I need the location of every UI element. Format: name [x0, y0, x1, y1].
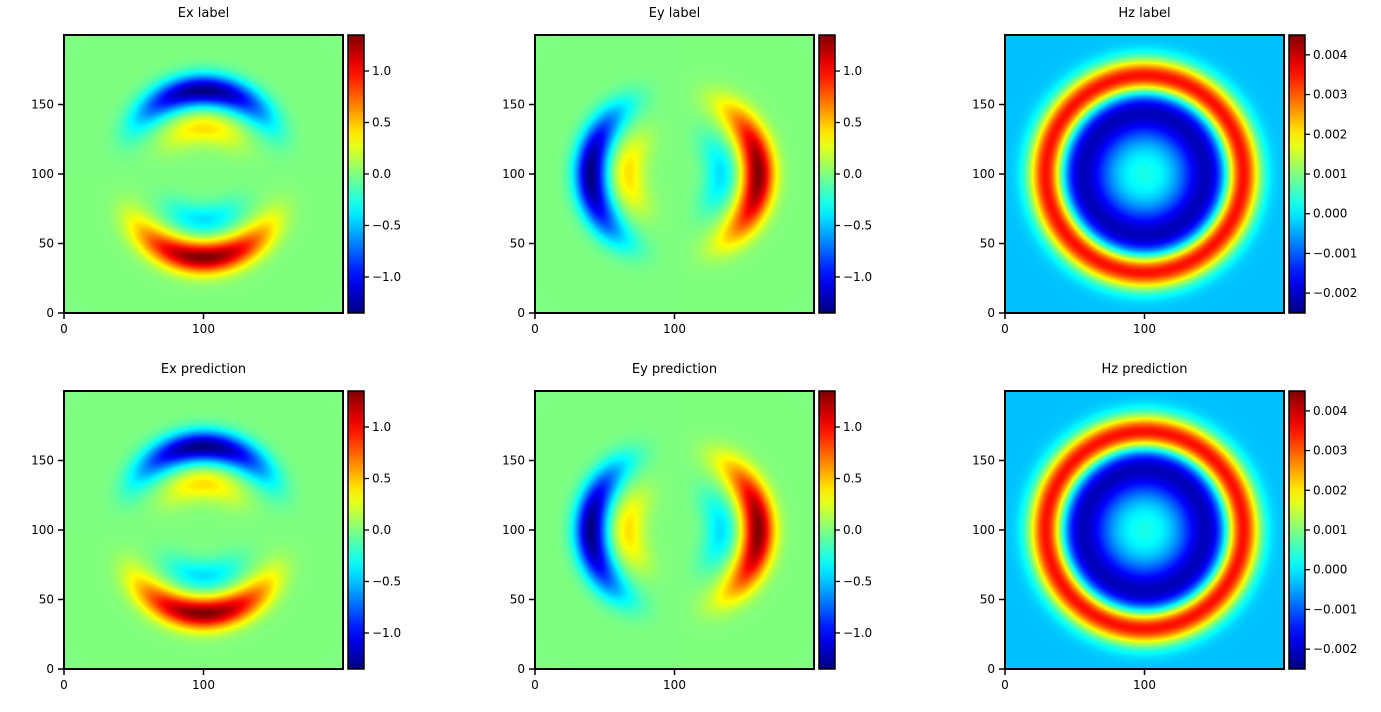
subplot-title: Hz label: [1118, 6, 1170, 21]
y-tick-label: 100: [502, 167, 525, 181]
y-tick-label: 0: [517, 662, 525, 676]
x-tick-label: 100: [1133, 322, 1156, 336]
subplot-ey-label: Ey label 0 100 0 50 100 150 1.0 0.5 0.0 −0.5 −1.0: [502, 6, 872, 336]
y-tick-label: 50: [980, 593, 995, 607]
colorbar-tick-label: 0.0: [843, 167, 862, 181]
colorbar-tick-label: 0.5: [372, 116, 391, 130]
colorbar-tick-label: 0.0: [372, 167, 391, 181]
colorbar-tick-label: −0.001: [1313, 246, 1357, 260]
colorbar-tick-label: −1.0: [843, 270, 872, 284]
colorbar-tick-label: 0.004: [1313, 48, 1347, 62]
colorbar-tick-label: 0.002: [1313, 483, 1347, 497]
heatmap-image: [1005, 35, 1284, 313]
y-tick-label: 0: [987, 662, 995, 676]
colorbar-tick-label: −0.5: [372, 574, 401, 588]
colorbar-tick-label: −0.5: [843, 574, 872, 588]
subplot-title: Ex prediction: [161, 362, 246, 377]
subplot-hz-prediction: Hz prediction 0 100 0 50 100 150 0.004 0.003 0.00…: [972, 362, 1357, 692]
y-tick-label: 100: [31, 523, 54, 537]
y-tick-label: 150: [502, 98, 525, 112]
subplot-title: Ex label: [178, 6, 229, 21]
colorbar-tick-label: 0.000: [1313, 563, 1347, 577]
y-tick-label: 50: [39, 593, 54, 607]
subplot-title: Ey label: [649, 6, 700, 21]
x-tick-label: 0: [60, 322, 68, 336]
colorbar-tick-label: 0.004: [1313, 404, 1347, 418]
colorbar-tick-label: 1.0: [843, 420, 862, 434]
colorbar-tick-label: 0.5: [843, 472, 862, 486]
heatmap-image: [64, 391, 343, 669]
colorbar-tick-label: −1.0: [372, 626, 401, 640]
colorbar-tick-label: 1.0: [372, 420, 391, 434]
y-tick-label: 150: [972, 98, 995, 112]
x-tick-label: 0: [531, 678, 539, 692]
subplot-ex-prediction: Ex prediction 0 100 0 50 100 150 1.0 0.5 0.0 −0.5 −…: [31, 362, 401, 692]
colorbar-tick-label: 0.0: [843, 523, 862, 537]
colorbar-tick-label: 0.003: [1313, 88, 1347, 102]
y-tick-label: 100: [972, 167, 995, 181]
subplot-hz-label: Hz label 0 100 0 50 100 150 0.004 0.003 0.002 0.00…: [972, 6, 1357, 336]
y-tick-label: 50: [980, 237, 995, 251]
x-tick-label: 100: [192, 678, 215, 692]
colorbar-tick-label: 0.0: [372, 523, 391, 537]
x-tick-label: 100: [663, 322, 686, 336]
x-tick-label: 0: [1001, 322, 1009, 336]
colorbar-tick-label: −1.0: [372, 270, 401, 284]
heatmap-image: [1005, 391, 1284, 669]
colorbar-tick-label: −1.0: [843, 626, 872, 640]
colorbar-tick-label: 0.003: [1313, 444, 1347, 458]
x-tick-label: 100: [1133, 678, 1156, 692]
x-tick-label: 0: [1001, 678, 1009, 692]
y-tick-label: 0: [987, 306, 995, 320]
colorbar-tick-label: 0.5: [372, 472, 391, 486]
colorbar-tick-label: 0.000: [1313, 207, 1347, 221]
x-tick-label: 100: [663, 678, 686, 692]
heatmap-image: [535, 391, 814, 669]
y-tick-label: 150: [972, 454, 995, 468]
heatmap-image: [535, 35, 814, 313]
y-tick-label: 50: [510, 237, 525, 251]
colorbar: [347, 390, 365, 670]
colorbar-tick-label: −0.002: [1313, 286, 1357, 300]
y-tick-label: 150: [502, 454, 525, 468]
colorbar: [818, 390, 836, 670]
subplot-title: Ey prediction: [632, 362, 717, 377]
colorbar-tick-label: 1.0: [843, 64, 862, 78]
y-tick-label: 150: [31, 454, 54, 468]
y-tick-label: 0: [46, 306, 54, 320]
subplot-ex-label: Ex label 0 100 0 50 100 150 1.0 0.5 0.0 −0.5 −1.0: [31, 6, 401, 336]
colorbar-tick-label: −0.002: [1313, 642, 1357, 656]
y-tick-label: 150: [31, 98, 54, 112]
y-tick-label: 0: [517, 306, 525, 320]
colorbar-tick-label: 0.001: [1313, 523, 1347, 537]
colorbar-tick-label: 1.0: [372, 64, 391, 78]
y-tick-label: 50: [39, 237, 54, 251]
subplot-title: Hz prediction: [1102, 362, 1188, 377]
y-tick-label: 100: [502, 523, 525, 537]
colorbar-tick-label: 0.002: [1313, 127, 1347, 141]
y-tick-label: 50: [510, 593, 525, 607]
x-tick-label: 0: [531, 322, 539, 336]
y-tick-label: 100: [972, 523, 995, 537]
x-tick-label: 100: [192, 322, 215, 336]
colorbar-tick-label: 0.5: [843, 116, 862, 130]
colorbar-tick-label: 0.001: [1313, 167, 1347, 181]
y-tick-label: 0: [46, 662, 54, 676]
colorbar: [818, 34, 836, 314]
colorbar-tick-label: −0.5: [372, 218, 401, 232]
colorbar: [347, 34, 365, 314]
colorbar-tick-label: −0.001: [1313, 602, 1357, 616]
colorbar: [1288, 390, 1306, 670]
colorbar: [1288, 34, 1306, 314]
heatmap-image: [64, 35, 343, 313]
colorbar-tick-label: −0.5: [843, 218, 872, 232]
y-tick-label: 100: [31, 167, 54, 181]
x-tick-label: 0: [60, 678, 68, 692]
subplot-ey-prediction: Ey prediction 0 100 0 50 100 150 1.0 0.5 0.0 −0.5 −…: [502, 362, 872, 692]
